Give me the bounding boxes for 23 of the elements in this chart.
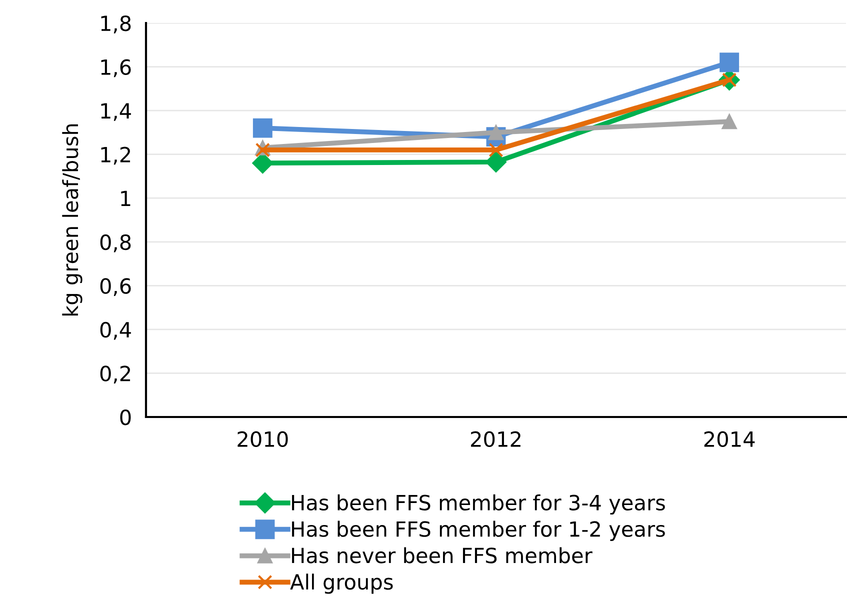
x-tick-label: 2014	[704, 431, 755, 448]
x-tick-label: 2010	[238, 431, 288, 448]
y-tick-label: 1,4	[101, 103, 131, 121]
legend-label: Has been FFS member for 1-2 years	[292, 520, 665, 541]
x-tick-label: 2012	[471, 431, 520, 448]
y-tick-label: 1,2	[101, 146, 130, 165]
point	[485, 151, 507, 173]
y-tick-label: 0,8	[100, 234, 131, 252]
y-tick-label: 0	[120, 409, 131, 426]
y-axis-title: kg green leaf/bush	[62, 124, 82, 316]
y-tick-label: 0,2	[100, 366, 130, 384]
legend-label: Has been FFS member for 3-4 years	[292, 494, 665, 515]
legend-label: All groups	[290, 574, 393, 594]
y-tick-label: 1,6	[101, 59, 131, 78]
point	[488, 142, 504, 158]
point	[722, 114, 737, 130]
point	[252, 118, 272, 138]
point	[720, 52, 740, 72]
y-tick-label: 0,6	[100, 278, 131, 296]
y-tick-label: 1,8	[101, 15, 131, 34]
y-tick-label: 0,4	[100, 322, 131, 340]
legend-label: Has never been FFS member	[292, 547, 592, 564]
y-tick-label: 1	[121, 190, 130, 206]
